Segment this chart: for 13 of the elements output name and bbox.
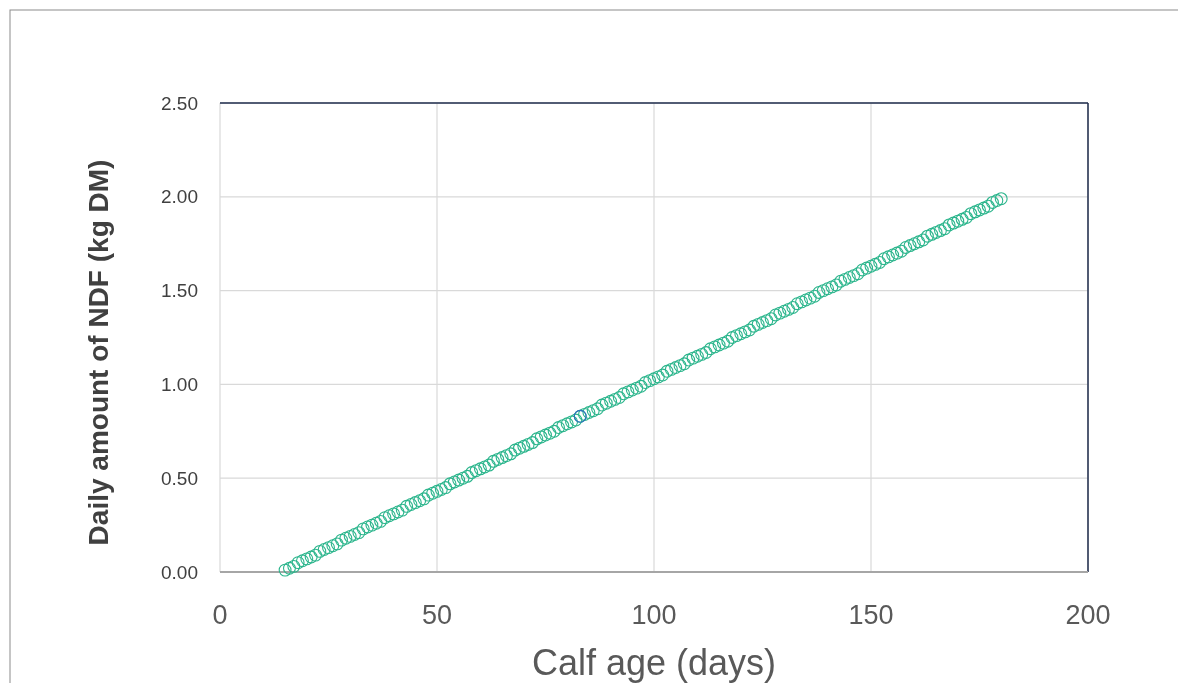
y-tick-label: 1.50 [161, 280, 198, 302]
x-axis-title: Calf age (days) [531, 642, 777, 683]
x-tick-label: 200 [1065, 600, 1111, 630]
x-tick-label: 0 [212, 600, 228, 630]
x-tick-label: 150 [848, 600, 894, 630]
y-tick-label: 2.00 [161, 186, 198, 208]
x-tick-label: 100 [631, 600, 677, 630]
x-tick-label: 50 [421, 600, 453, 630]
y-tick-label: 0.00 [161, 561, 198, 583]
y-tick-label: 2.50 [161, 92, 198, 114]
y-tick-label: 1.00 [161, 374, 198, 396]
y-axis-title: Daily amount of NDF (kg DM) [83, 159, 114, 546]
y-tick-label: 0.50 [161, 467, 198, 489]
